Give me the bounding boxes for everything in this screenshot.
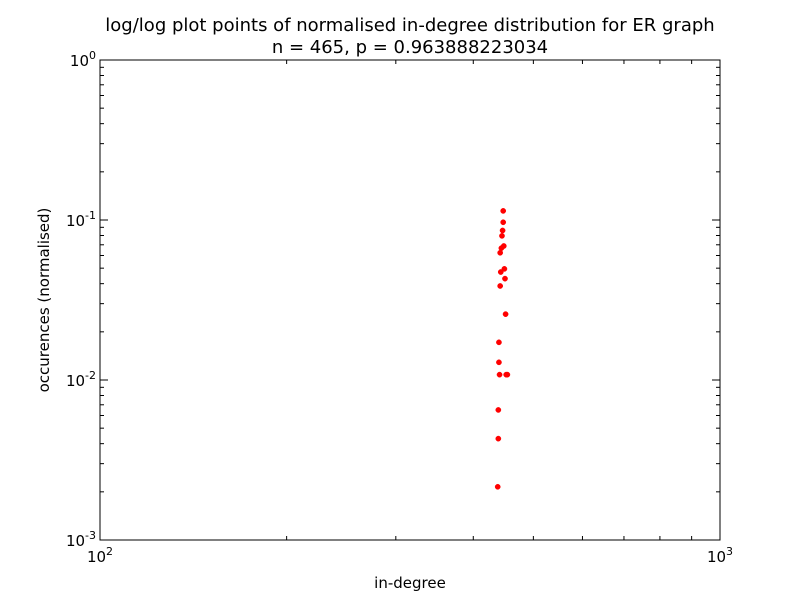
x-tick-label: 102 bbox=[87, 545, 113, 566]
y-tick-label: 100 bbox=[70, 49, 96, 70]
plot-frame bbox=[99, 59, 721, 541]
data-point bbox=[501, 266, 508, 272]
data-points bbox=[494, 208, 511, 490]
tick-labels: 102 103 10-3 10-2 10-1 100 bbox=[66, 49, 733, 566]
y-tick-label: 10-1 bbox=[66, 209, 96, 230]
y-tick-label: 10-2 bbox=[66, 369, 96, 390]
y-axis-label: occurences (normalised) bbox=[35, 208, 53, 393]
data-point bbox=[494, 483, 501, 490]
data-point bbox=[496, 359, 502, 366]
x-axis-label: in-degree bbox=[374, 574, 446, 592]
data-point bbox=[496, 339, 502, 346]
data-point bbox=[495, 435, 502, 442]
plot-area bbox=[100, 60, 720, 540]
data-point bbox=[500, 208, 507, 214]
data-point bbox=[504, 371, 511, 378]
data-point bbox=[496, 371, 503, 378]
data-point bbox=[495, 407, 502, 413]
data-point bbox=[500, 243, 507, 249]
data-point bbox=[497, 269, 504, 275]
data-point bbox=[499, 227, 506, 234]
x-tick-label: 103 bbox=[707, 545, 733, 566]
data-point bbox=[500, 219, 507, 226]
data-point bbox=[502, 275, 508, 282]
data-point bbox=[497, 283, 504, 289]
data-point bbox=[499, 233, 505, 239]
y-tick-label: 10-3 bbox=[66, 529, 96, 550]
chart-subtitle: n = 465, p = 0.963888223034 bbox=[272, 37, 548, 58]
data-point bbox=[497, 249, 504, 256]
data-point bbox=[502, 311, 509, 317]
chart-title: log/log plot points of normalised in-deg… bbox=[105, 15, 714, 36]
